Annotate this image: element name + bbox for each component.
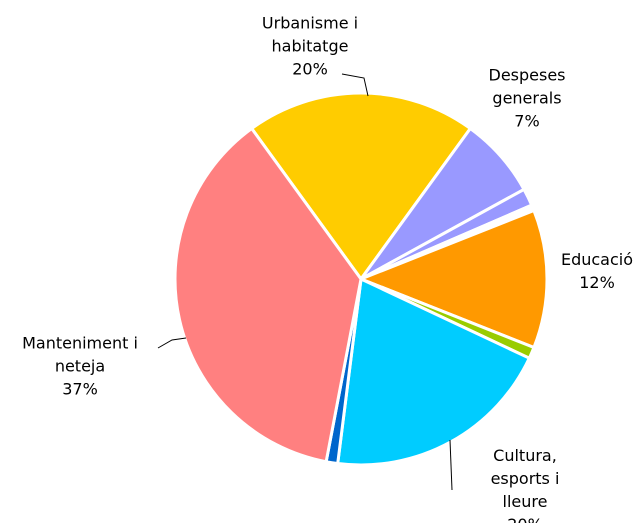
slice-label: Manteniment i neteja 37% bbox=[22, 332, 138, 401]
slice-label: Cultura, esports i lleure 20% bbox=[468, 444, 582, 523]
value-label: 7% bbox=[514, 111, 540, 131]
category-label: Educació bbox=[560, 250, 634, 269]
category-label: Cultura, esports i lleure bbox=[490, 446, 560, 511]
value-label: 12% bbox=[579, 273, 615, 292]
category-label: Manteniment i neteja bbox=[22, 333, 138, 376]
value-label: 20% bbox=[292, 59, 328, 79]
slice-label: Educació 12% bbox=[561, 248, 633, 294]
leader-line bbox=[449, 439, 453, 491]
slice-label: Despeses generals 7% bbox=[488, 64, 565, 133]
pie-slice bbox=[356, 208, 549, 350]
pie-slice bbox=[249, 91, 473, 282]
leader-line bbox=[341, 73, 369, 97]
value-label: 37% bbox=[62, 379, 98, 399]
leader-line bbox=[157, 337, 187, 349]
category-label: Despeses generals bbox=[488, 65, 566, 108]
category-label: Urbanisme i habitatge bbox=[261, 13, 359, 56]
pie-slice bbox=[173, 126, 363, 464]
value-label: 20% bbox=[468, 513, 582, 523]
slice-label: Urbanisme i habitatge 20% bbox=[262, 12, 358, 81]
